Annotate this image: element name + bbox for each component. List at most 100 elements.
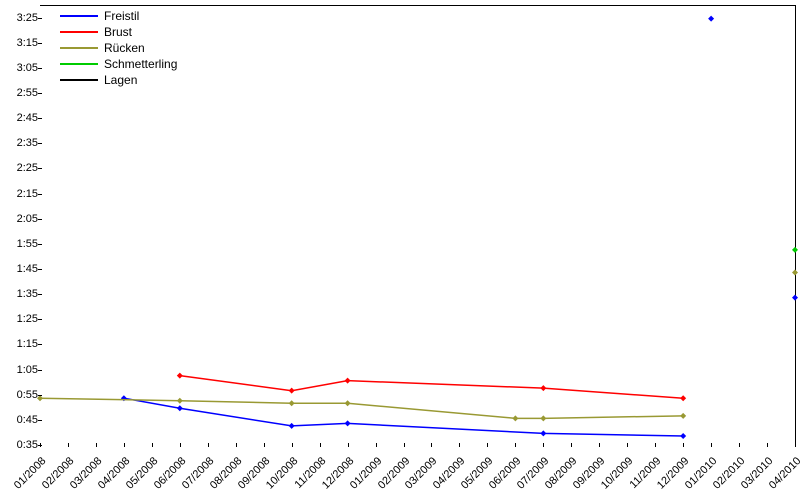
x-tick-mark [96,443,97,447]
y-tick-label: 1:25 [17,313,38,325]
data-marker [540,430,546,436]
data-marker [289,388,295,394]
legend-label: Brust [104,25,132,39]
data-marker [680,433,686,439]
x-axis-ticks: 01/200802/200803/200804/200805/200806/20… [40,445,795,500]
y-tick-label: 2:35 [17,137,38,149]
data-marker [792,270,798,276]
y-tick-mark [38,370,42,371]
x-tick-mark [795,443,796,447]
x-tick-mark [599,443,600,447]
x-tick-mark [376,443,377,447]
x-tick-mark [459,443,460,447]
data-marker [792,247,798,253]
x-tick-mark [571,443,572,447]
x-tick-mark [627,443,628,447]
y-tick-mark [38,445,42,446]
x-tick-mark [236,443,237,447]
legend-swatch [60,15,98,17]
data-marker [792,295,798,301]
data-marker [680,395,686,401]
legend-swatch [60,63,98,65]
legend-label: Freistil [104,9,139,23]
y-tick-mark [38,168,42,169]
legend-item: Freistil [60,8,177,24]
x-tick-mark [292,443,293,447]
legend-label: Schmetterling [104,57,177,71]
y-tick-mark [38,43,42,44]
y-tick-label: 3:15 [17,37,38,49]
y-tick-mark [38,344,42,345]
x-tick-mark [348,443,349,447]
data-marker [177,405,183,411]
legend-item: Brust [60,24,177,40]
x-tick-mark [124,443,125,447]
y-tick-mark [38,319,42,320]
x-tick-mark [68,443,69,447]
y-tick-mark [38,18,42,19]
y-tick-label: 1:35 [17,288,38,300]
x-tick-mark [431,443,432,447]
y-tick-label: 0:35 [17,439,38,451]
y-tick-label: 2:15 [17,188,38,200]
x-tick-mark [404,443,405,447]
data-marker [177,398,183,404]
y-axis-ticks: 0:350:450:551:051:151:251:351:451:552:05… [0,5,40,445]
y-tick-label: 1:05 [17,364,38,376]
legend-label: Lagen [104,73,137,87]
legend-swatch [60,47,98,49]
data-marker [345,420,351,426]
data-marker [177,373,183,379]
x-tick-mark [264,443,265,447]
y-tick-mark [38,143,42,144]
series-line [180,376,683,399]
x-tick-mark [152,443,153,447]
y-tick-mark [38,118,42,119]
data-marker [345,378,351,384]
data-marker [680,413,686,419]
y-tick-mark [38,93,42,94]
y-tick-label: 2:55 [17,87,38,99]
y-tick-mark [38,420,42,421]
x-tick-mark [515,443,516,447]
y-tick-label: 0:55 [17,389,38,401]
y-tick-label: 2:45 [17,112,38,124]
x-tick-mark [655,443,656,447]
data-marker [289,423,295,429]
y-tick-mark [38,269,42,270]
legend-item: Schmetterling [60,56,177,72]
legend-label: Rücken [104,41,145,55]
y-tick-mark [38,294,42,295]
legend-item: Rücken [60,40,177,56]
data-marker [345,400,351,406]
data-marker [540,415,546,421]
x-tick-mark [739,443,740,447]
y-tick-label: 3:25 [17,12,38,24]
x-tick-mark [711,443,712,447]
y-tick-label: 1:15 [17,338,38,350]
data-marker [512,415,518,421]
x-tick-mark [487,443,488,447]
y-tick-mark [38,219,42,220]
x-tick-mark [543,443,544,447]
x-tick-mark [683,443,684,447]
y-tick-label: 0:45 [17,414,38,426]
y-tick-mark [38,395,42,396]
x-tick-mark [767,443,768,447]
y-tick-label: 2:05 [17,213,38,225]
data-marker [708,16,714,22]
y-tick-mark [38,244,42,245]
x-tick-mark [180,443,181,447]
legend: Freistil Brust Rücken Schmetterling Lagen [60,8,177,88]
data-marker [540,385,546,391]
y-tick-label: 3:05 [17,62,38,74]
y-tick-label: 2:25 [17,162,38,174]
y-tick-mark [38,194,42,195]
y-tick-label: 1:45 [17,263,38,275]
y-tick-mark [38,68,42,69]
chart-container: 0:35 0:45 0:55 1:05 1:15 1:25 1:35 1:45 1:55 2:05… [0,0,800,500]
legend-item: Lagen [60,72,177,88]
y-tick-label: 1:55 [17,238,38,250]
x-tick-mark [320,443,321,447]
data-marker [289,400,295,406]
